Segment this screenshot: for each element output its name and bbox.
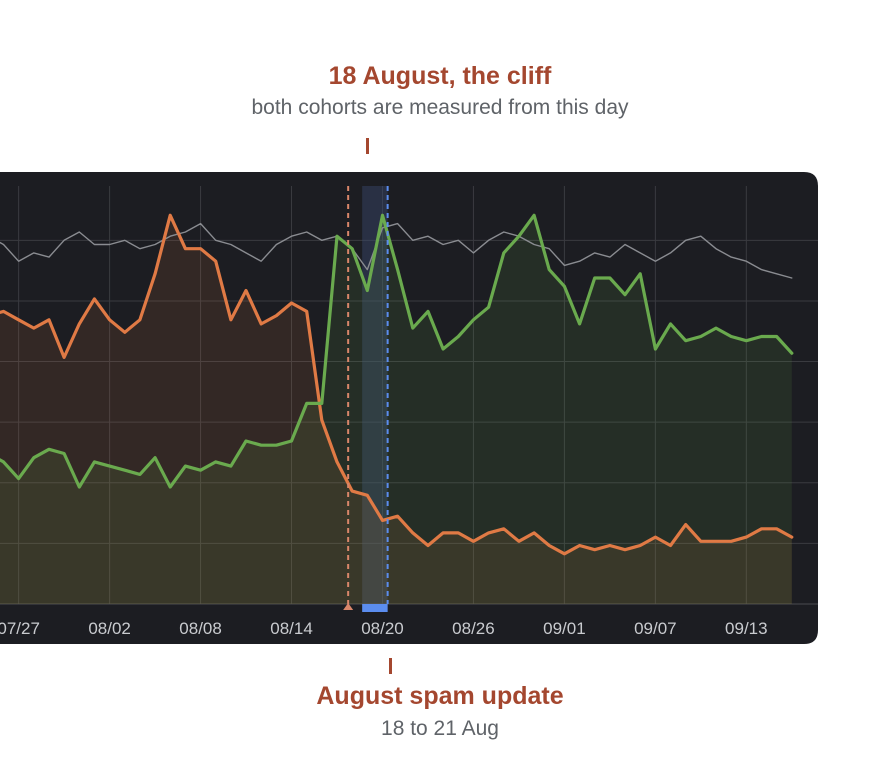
cliff-annotation-subtitle: both cohorts are measured from this day [251, 96, 629, 119]
spam-update-title: August spam update [316, 682, 564, 710]
plot-background [0, 172, 818, 644]
cliff-annotation-pointer [366, 138, 369, 154]
x-tick-label: 09/13 [725, 619, 768, 638]
spam-update-subtitle: 18 to 21 Aug [381, 717, 499, 740]
x-tick-label: 09/01 [543, 619, 586, 638]
gridlines [0, 186, 818, 605]
orange-series-area [0, 215, 792, 604]
cliff-annotation-title: 18 August, the cliff [328, 62, 552, 90]
x-tick-label: 08/14 [270, 619, 313, 638]
cliff-marker [343, 603, 354, 610]
orange-series-line [0, 213, 794, 556]
cliff-annotation: 18 August, the cliff both cohorts are me… [0, 62, 880, 120]
series-areas [0, 215, 792, 604]
x-tick-label: 08/20 [361, 619, 404, 638]
spam-update-marker [362, 604, 388, 612]
x-tick-label: 09/07 [634, 619, 677, 638]
x-tick-label: 08/26 [452, 619, 495, 638]
x-tick-label: 07/27 [0, 619, 40, 638]
x-tick-label: 08/02 [88, 619, 131, 638]
spam-update-annotation: August spam update 18 to 21 Aug [0, 682, 880, 741]
spam-update-pointer [389, 658, 392, 674]
x-axis-ticks: 07/27 08/02 08/08 08/14 08/20 08/26 09/01 09/07… [0, 619, 768, 638]
green-series-area [0, 215, 792, 604]
series-lines [0, 213, 794, 556]
green-series-line [0, 213, 794, 489]
event-lines [343, 186, 389, 612]
x-tick-label: 08/08 [179, 619, 222, 638]
